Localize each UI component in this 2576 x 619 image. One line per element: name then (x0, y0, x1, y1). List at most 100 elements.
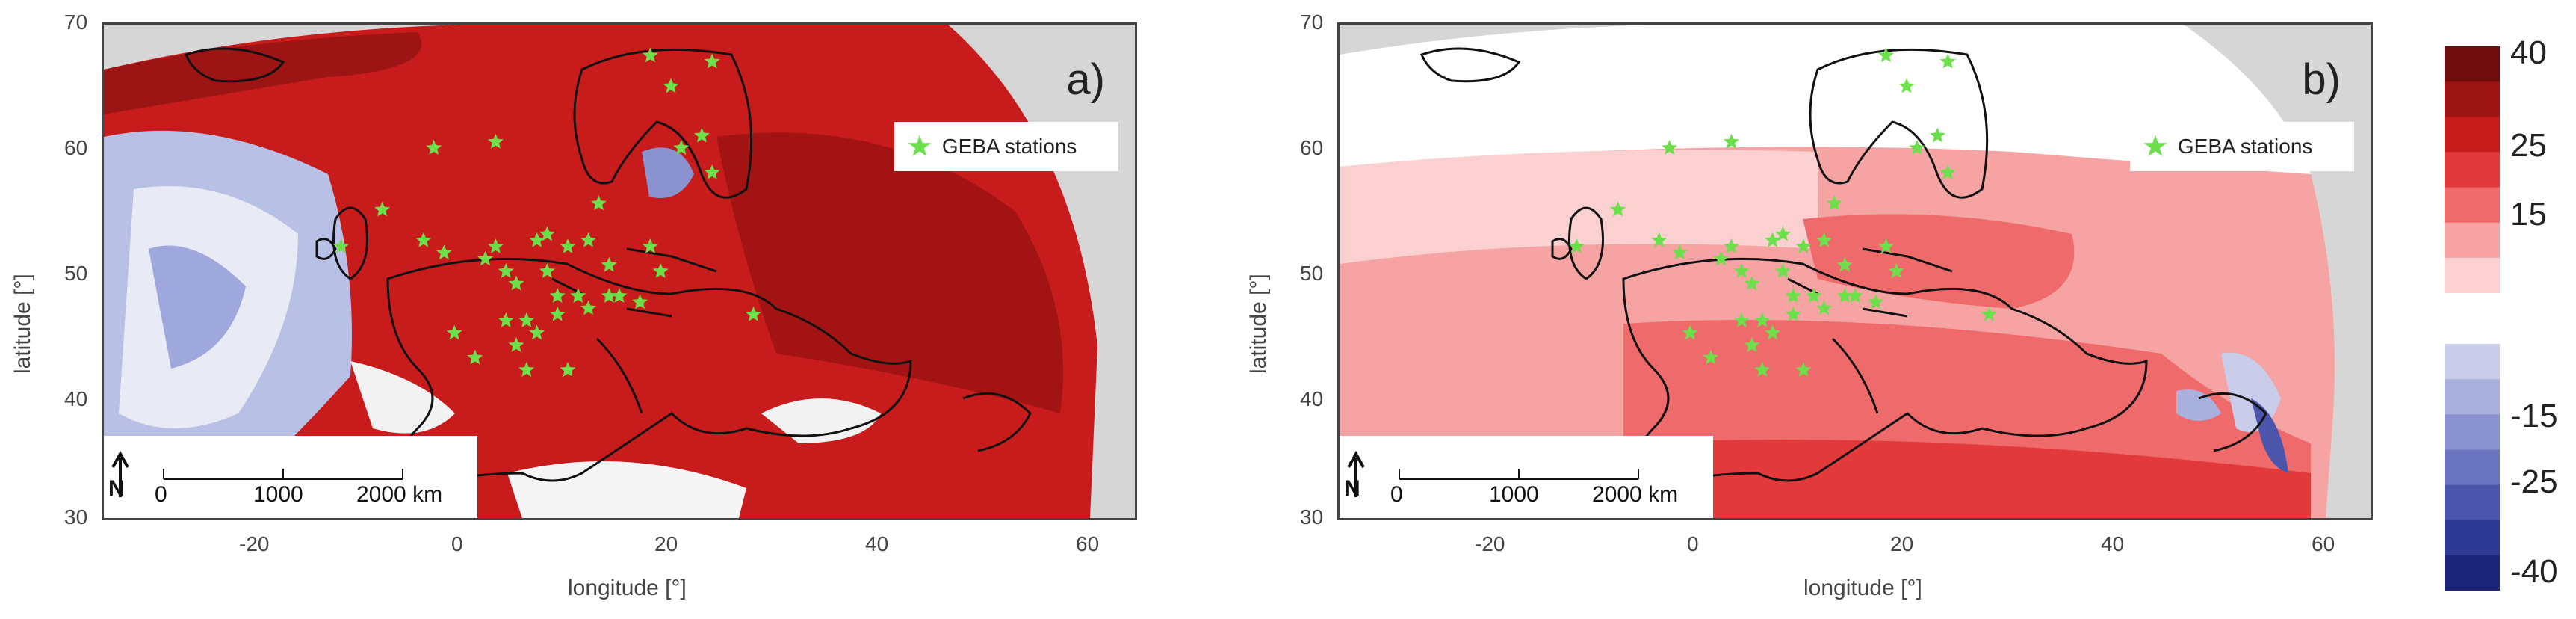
geba-station-marker (560, 238, 576, 253)
geba-station-marker (570, 288, 586, 303)
dark-region-a (716, 132, 1063, 413)
geba-station-marker (498, 263, 514, 278)
geba-station-marker (1806, 288, 1822, 303)
colorbar-label-25: 25 (2510, 127, 2547, 164)
geba-station-marker (1909, 140, 1925, 155)
colorbar-segment-negative (2445, 484, 2500, 521)
north-arrow-label: N (1344, 476, 1360, 501)
geba-station-marker (1847, 288, 1863, 303)
ylabel-b: latitude [°] (1246, 274, 1271, 374)
geba-station-marker (487, 133, 504, 149)
colorbar (2445, 46, 2500, 591)
geba-station-marker (1888, 263, 1904, 278)
star-icon: ★ (2142, 130, 2169, 163)
ytick-b-50: 50 (1300, 262, 1324, 285)
scale-label-0: 0 (155, 482, 167, 507)
xtick-b-20: 20 (1890, 532, 1914, 555)
colorbar-label-neg25: -25 (2510, 464, 2558, 500)
geba-station-marker (1733, 312, 1750, 327)
colorbar-segment-negative (2445, 520, 2500, 556)
geba-station-marker (529, 232, 545, 247)
scalebar-graphic-b (1347, 450, 1639, 497)
geba-station-marker (1754, 362, 1771, 377)
ytick-b-30: 30 (1300, 505, 1324, 529)
colorbar-label-neg15: -15 (2510, 398, 2558, 434)
legend-label-a: GEBA stations (941, 135, 1077, 158)
geba-station-marker (642, 238, 658, 253)
geba-station-marker (1744, 275, 1760, 291)
map-a-raster (104, 25, 1097, 518)
ylabel-a: latitude [°] (10, 274, 35, 374)
geba-station-marker (1929, 127, 1945, 143)
geba-station-marker (1826, 195, 1842, 211)
xtick-a-40: 40 (865, 532, 889, 555)
geba-station-marker (693, 127, 710, 143)
geba-station-marker (518, 362, 535, 377)
geba-station-marker (446, 324, 462, 340)
geba-station-marker (1682, 324, 1698, 340)
geba-station-marker (1795, 238, 1812, 253)
geba-station-marker (580, 300, 597, 315)
geba-station-marker (1568, 238, 1585, 253)
geba-station-marker (1765, 324, 1781, 340)
ytick-a-60: 60 (64, 136, 88, 159)
ytick-a-70: 70 (64, 10, 88, 34)
geba-station-marker (1703, 349, 1719, 365)
geba-station-marker (642, 47, 658, 63)
geba-station-marker (1744, 337, 1760, 352)
geba-station-marker (518, 312, 535, 327)
geba-station-marker (1713, 250, 1730, 266)
colorbar-segment-positive (2445, 257, 2500, 294)
colorbar-label-15: 15 (2510, 196, 2547, 232)
ytick-b-70: 70 (1300, 10, 1324, 34)
geba-station-marker (1898, 78, 1915, 93)
geba-station-marker (539, 226, 555, 241)
geba-station-marker (508, 337, 524, 352)
geba-station-marker (539, 263, 555, 278)
geba-station-marker (704, 53, 720, 69)
geba-station-marker (1754, 312, 1771, 327)
colorbar-label-40: 40 (2510, 34, 2547, 71)
geba-station-marker (1774, 226, 1791, 241)
geba-station-marker (1816, 232, 1833, 247)
geba-station-marker (1785, 306, 1801, 321)
geba-station-marker (1765, 232, 1781, 247)
geba-station-marker (1836, 288, 1853, 303)
colorbar-segment-negative (2445, 555, 2500, 591)
geba-station-marker (590, 195, 607, 211)
geba-station-marker (1836, 256, 1853, 272)
north-arrow-label: N (108, 476, 125, 501)
scale-label-1000: 1000 (1489, 482, 1539, 507)
geba-station-marker (549, 306, 566, 321)
geba-station-marker (1723, 238, 1739, 253)
xtick-b-60: 60 (2312, 532, 2335, 555)
geba-station-marker (1610, 201, 1626, 217)
xlabel-b: longitude [°] (1803, 576, 1922, 600)
xtick-a-0: 0 (451, 532, 463, 555)
geba-station-marker (1816, 300, 1833, 315)
geba-station-marker (652, 263, 669, 278)
geba-station-marker (1651, 232, 1668, 247)
geba-station-marker (1733, 263, 1750, 278)
scalebar-a: N 0 1000 2000 km (104, 436, 477, 518)
geba-station-marker (1795, 362, 1812, 377)
geba-station-marker (580, 232, 597, 247)
colorbar-segment-neutral (2445, 293, 2500, 344)
xlabel-a: longitude [°] (568, 576, 687, 600)
legend-a: ★ GEBA stations (894, 122, 1118, 171)
geba-station-marker (1877, 238, 1894, 253)
geba-station-marker (426, 140, 442, 155)
scale-label-0: 0 (1390, 482, 1403, 507)
geba-station-marker (1939, 53, 1956, 69)
colorbar-segment-negative (2445, 344, 2500, 380)
xtick-a--20: -20 (239, 532, 270, 555)
geba-station-marker (1671, 244, 1688, 260)
legend-label-b: GEBA stations (2177, 135, 2313, 158)
geba-station-marker (632, 294, 648, 310)
geba-station-marker (611, 288, 628, 303)
colorbar-segment-positive (2445, 152, 2500, 188)
panel-letter-a: a) (1066, 55, 1105, 104)
map-panel-a: a) ★ GEBA stations N 0 1000 2000 km (102, 22, 1137, 520)
geba-station-marker (487, 238, 504, 253)
geba-station-marker (529, 324, 545, 340)
